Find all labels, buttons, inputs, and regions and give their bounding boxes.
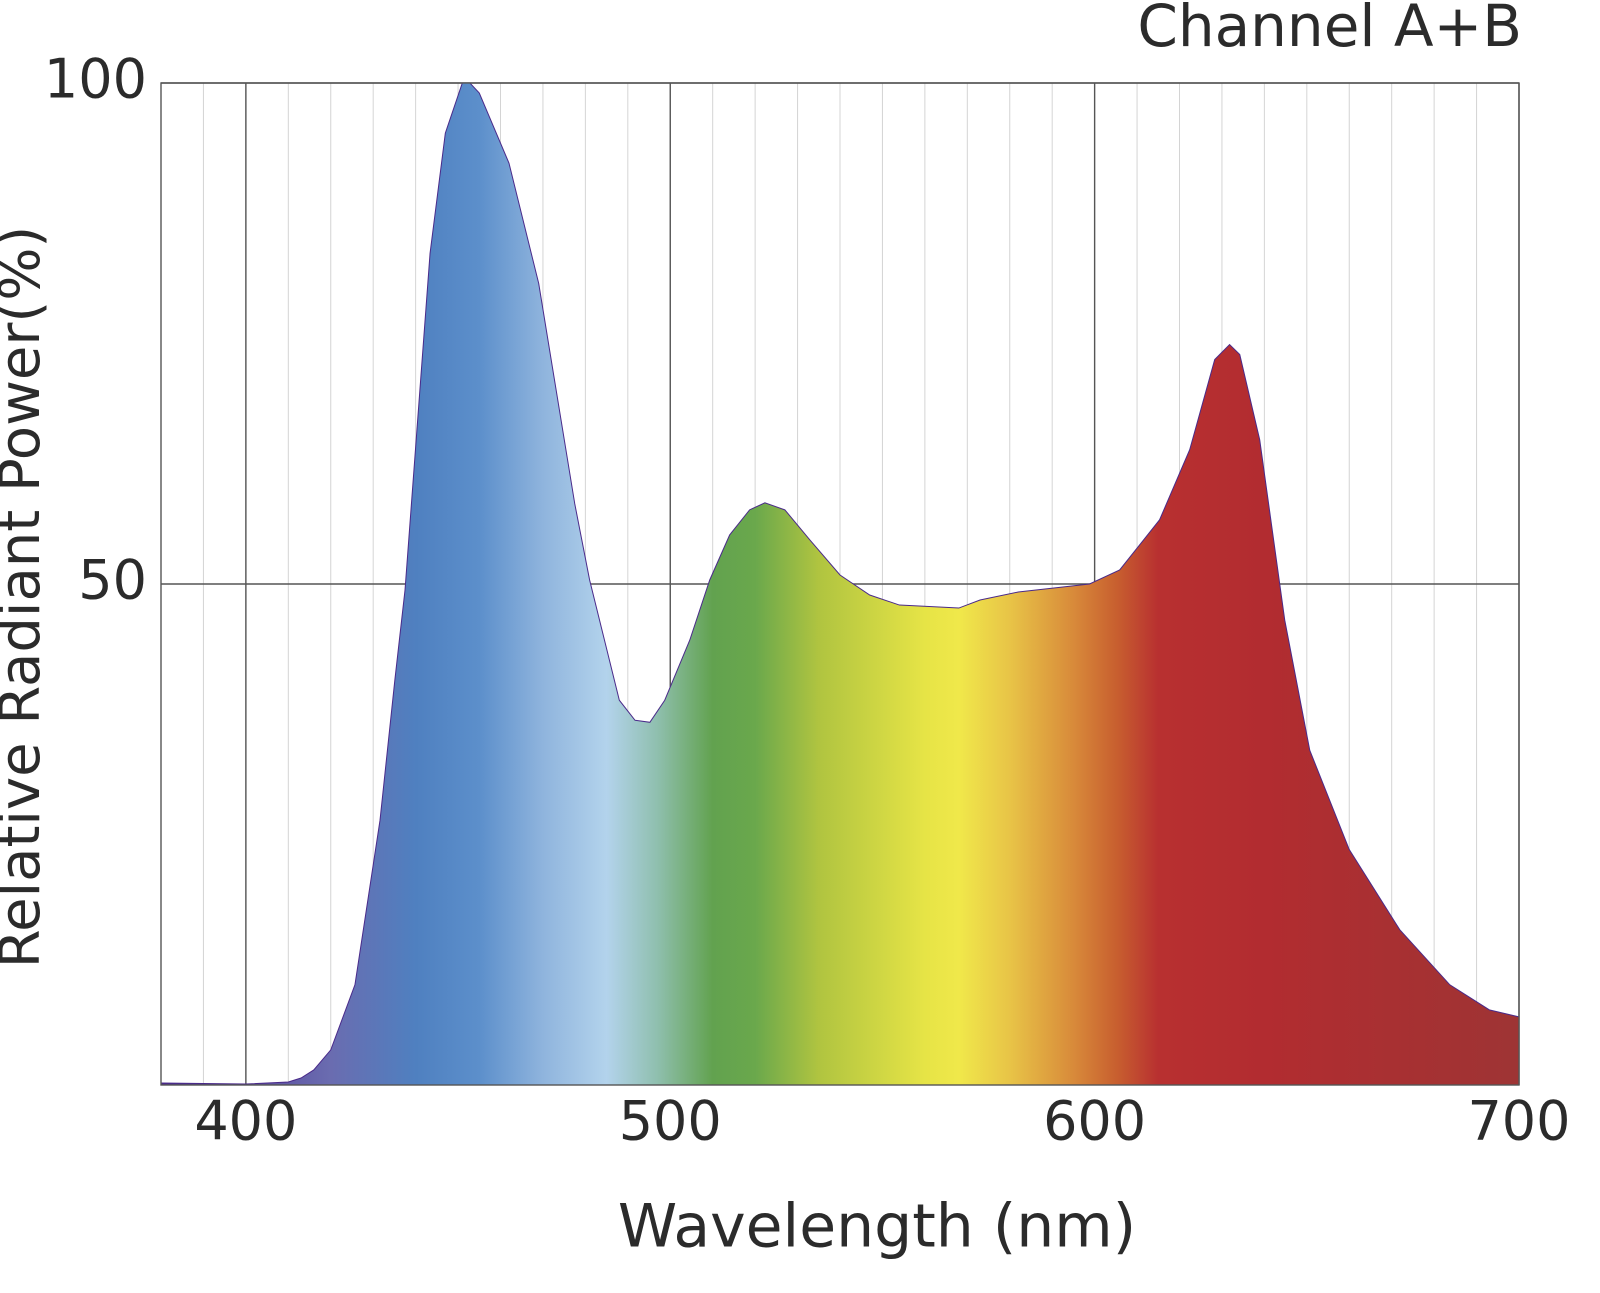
baseline-edge [160, 82, 1520, 1085]
spectrum-area [161, 83, 1519, 1085]
x-tick-label: 700 [1467, 1090, 1570, 1153]
x-tick-label: 400 [194, 1090, 297, 1153]
chart-title: Channel A+B [1137, 0, 1522, 60]
x-axis-title: Wavelength (nm) [618, 1192, 1136, 1262]
x-tick-label: 600 [1043, 1090, 1146, 1153]
y-tick-label: 50 [78, 549, 147, 612]
y-axis-title: Relative Radiant Power(%) [0, 226, 53, 969]
x-tick-label: 500 [619, 1090, 722, 1153]
plot-frame [160, 82, 1520, 1086]
y-tick-label: 100 [44, 48, 147, 111]
